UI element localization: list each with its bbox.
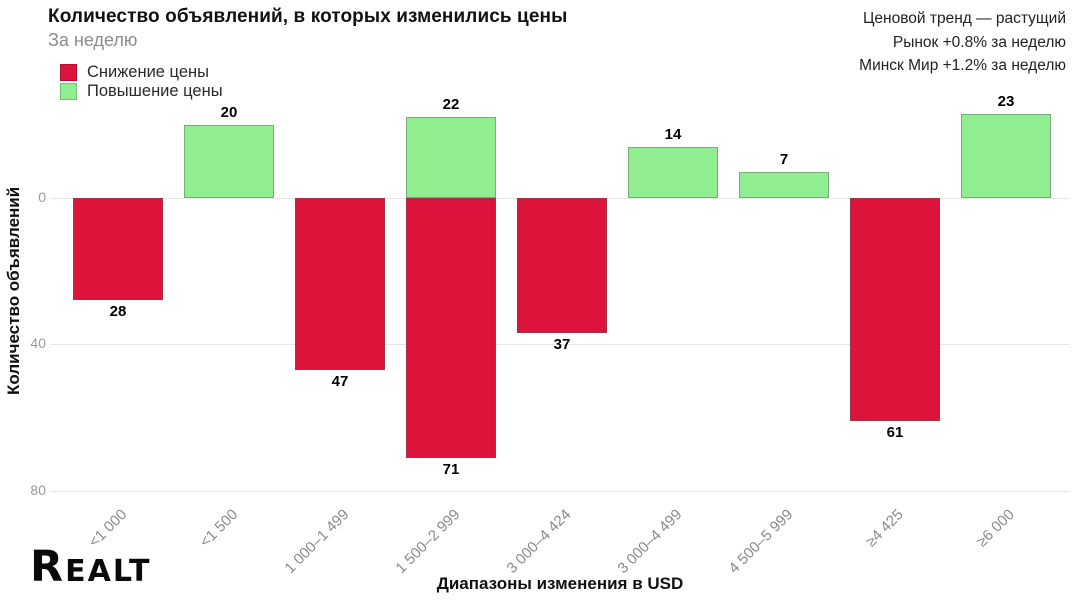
page-subtitle: За неделю — [48, 30, 138, 50]
y-tick-label: 80 — [30, 481, 46, 498]
x-category-label: ≥6 000 — [973, 506, 1019, 551]
y-gridline — [50, 344, 1070, 346]
decrease-bar — [517, 198, 607, 334]
increase-bar — [739, 172, 829, 198]
x-category-label: <1 500 — [196, 506, 242, 551]
increase-value-label: 22 — [442, 96, 460, 114]
decrease-bar — [295, 198, 385, 371]
y-gridline — [50, 490, 1070, 492]
decrease-bar — [850, 198, 940, 422]
trend-line-minsk-mir: Минск Мир +1.2% за неделю — [859, 57, 1066, 74]
x-category-label: 3 000–4 499 — [614, 506, 686, 578]
x-category-label: ≥4 425 — [862, 506, 908, 551]
x-category-label: 3 000–4 424 — [503, 506, 575, 578]
decrease-bar — [73, 198, 163, 301]
decrease-color-swatch — [60, 64, 77, 81]
trend-line-market: Рынок +0.8% за неделю — [892, 33, 1066, 51]
realt-logo: Realt — [30, 542, 152, 592]
y-tick-label: 40 — [30, 335, 46, 352]
page-title: Количество объявлений, в которых изменил… — [48, 6, 568, 27]
decrease-value-label: 47 — [331, 373, 349, 391]
increase-value-label: 7 — [779, 151, 789, 169]
decrease-value-label: 37 — [553, 336, 571, 354]
increase-bar — [184, 124, 274, 198]
increase-bar — [628, 146, 718, 198]
decrease-value-label: 71 — [442, 460, 460, 478]
x-category-label: 4 500–5 999 — [725, 506, 797, 578]
legend-item-decrease: Снижение цены — [60, 63, 223, 82]
legend: Снижение цены Повышение цены — [60, 63, 223, 101]
legend-item-increase: Повышение цены — [60, 82, 223, 101]
increase-value-label: 14 — [664, 125, 682, 143]
x-category-label: 1 000–1 499 — [281, 506, 353, 578]
increase-bar — [406, 117, 496, 198]
legend-label-decrease: Снижение цены — [87, 63, 209, 81]
increase-value-label: 23 — [997, 92, 1015, 110]
increase-bar — [961, 113, 1051, 198]
y-tick-label: 0 — [38, 189, 46, 205]
decrease-value-label: 28 — [109, 303, 127, 321]
decrease-value-label: 61 — [886, 424, 904, 442]
trend-line-main: Ценовой тренд — растущий — [862, 10, 1066, 27]
x-axis-title: Диапазоны изменения в USD — [436, 574, 684, 593]
increase-color-swatch — [60, 83, 77, 100]
decrease-bar — [406, 198, 496, 458]
trend-summary: Ценовой тренд — растущий Рынок +0.8% за … — [859, 7, 1066, 78]
x-category-label: 1 500–2 999 — [392, 506, 464, 578]
increase-value-label: 20 — [220, 103, 238, 121]
legend-label-increase: Повышение цены — [87, 82, 223, 100]
